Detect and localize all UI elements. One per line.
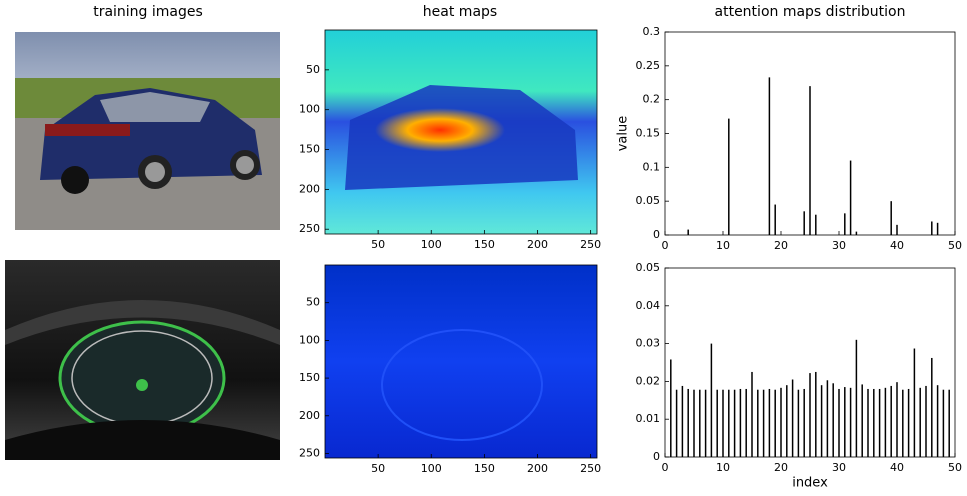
training-image-dashboard bbox=[5, 260, 280, 460]
y-tick-label: 0.1 bbox=[643, 160, 661, 173]
figure: training images heat maps attention maps… bbox=[0, 0, 967, 492]
y-tick-label: 0 bbox=[653, 228, 660, 241]
column-title: attention maps distribution bbox=[715, 4, 906, 20]
x-tick-label: 10 bbox=[716, 461, 730, 474]
x-tick-label: 150 bbox=[474, 238, 495, 251]
page: training images heat maps attention maps… bbox=[0, 0, 967, 492]
x-tick-label: 50 bbox=[371, 238, 385, 251]
y-tick-label: 100 bbox=[299, 333, 320, 346]
x-tick-label: 30 bbox=[832, 239, 846, 252]
x-tick-label: 50 bbox=[371, 462, 385, 475]
y-tick-label: 250 bbox=[299, 222, 320, 235]
column-title: heat maps bbox=[423, 4, 497, 20]
x-tick-label: 20 bbox=[774, 461, 788, 474]
x-tick-label: 200 bbox=[527, 238, 548, 251]
y-tick-label: 50 bbox=[306, 296, 320, 309]
x-tick-label: 250 bbox=[580, 238, 601, 251]
y-tick-label: 250 bbox=[299, 446, 320, 459]
x-tick-label: 50 bbox=[948, 461, 962, 474]
column-title: training images bbox=[93, 4, 203, 20]
x-tick-label: 100 bbox=[421, 462, 442, 475]
x-tick-label: 20 bbox=[774, 239, 788, 252]
y-tick-label: 0.05 bbox=[636, 194, 661, 207]
x-tick-label: 200 bbox=[527, 462, 548, 475]
heat-map-image bbox=[325, 30, 597, 234]
y-tick-label: 150 bbox=[299, 371, 320, 384]
x-tick-label: 100 bbox=[421, 238, 442, 251]
y-tick-label: 0.04 bbox=[636, 299, 661, 312]
y-tick-label: 0.05 bbox=[636, 261, 661, 274]
y-tick-label: 0.15 bbox=[636, 127, 661, 140]
x-tick-label: 0 bbox=[662, 239, 669, 252]
y-tick-label: 0 bbox=[653, 450, 660, 463]
heat-map-image bbox=[325, 265, 597, 458]
x-tick-label: 40 bbox=[890, 461, 904, 474]
x-tick-label: 250 bbox=[580, 462, 601, 475]
x-tick-label: 30 bbox=[832, 461, 846, 474]
y-tick-label: 200 bbox=[299, 182, 320, 195]
y-tick-label: 0.3 bbox=[643, 25, 661, 38]
y-tick-label: 100 bbox=[299, 103, 320, 116]
x-axis-label: index bbox=[792, 476, 828, 491]
x-tick-label: 40 bbox=[890, 239, 904, 252]
x-tick-label: 0 bbox=[662, 461, 669, 474]
y-tick-label: 0.01 bbox=[636, 412, 661, 425]
x-tick-label: 10 bbox=[716, 239, 730, 252]
y-tick-label: 0.02 bbox=[636, 374, 661, 387]
y-tick-label: 0.25 bbox=[636, 59, 661, 72]
x-tick-label: 150 bbox=[474, 462, 495, 475]
training-image-car bbox=[15, 32, 280, 230]
x-tick-label: 50 bbox=[948, 239, 962, 252]
y-tick-label: 0.2 bbox=[643, 93, 661, 106]
y-axis-label: value bbox=[616, 116, 631, 152]
y-tick-label: 200 bbox=[299, 409, 320, 422]
y-tick-label: 0.03 bbox=[636, 337, 661, 350]
y-tick-label: 50 bbox=[306, 63, 320, 76]
y-tick-label: 150 bbox=[299, 143, 320, 156]
